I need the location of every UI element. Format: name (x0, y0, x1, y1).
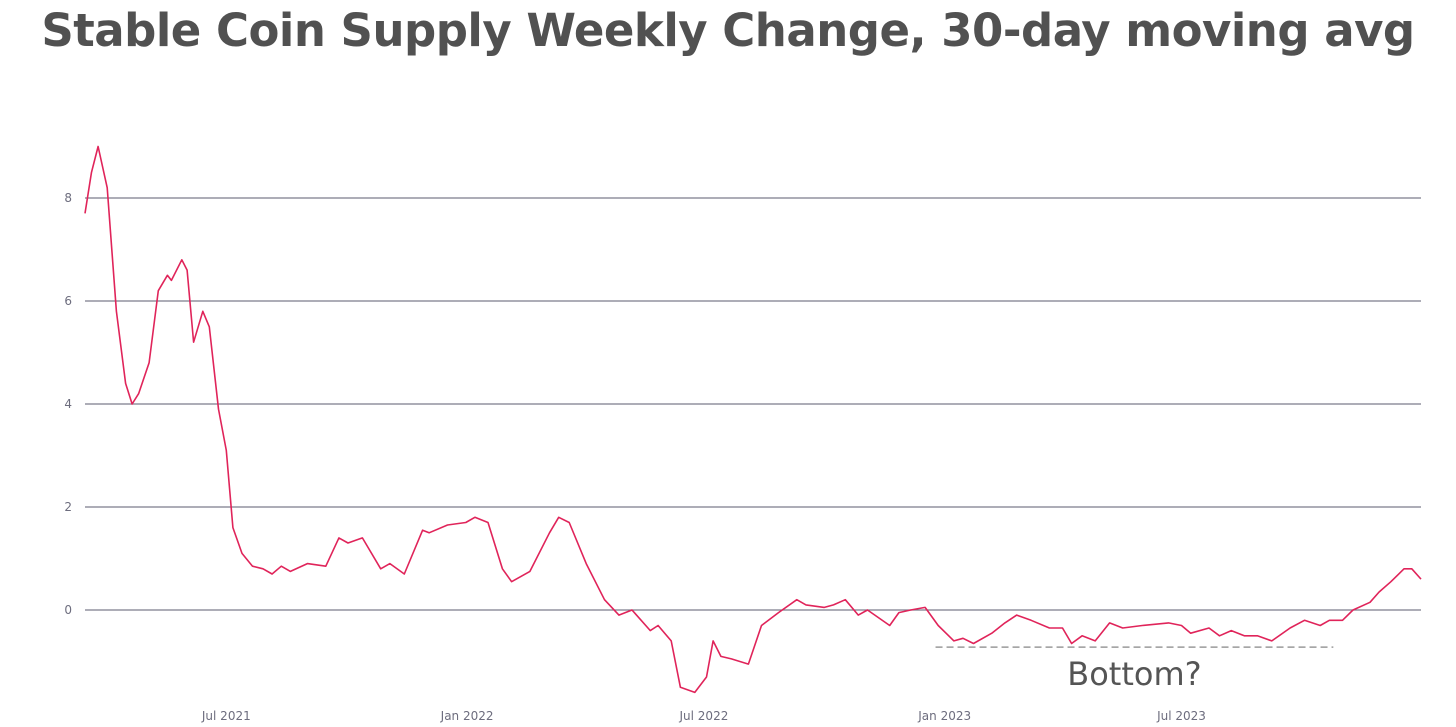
gridlines (85, 197, 1421, 611)
x-tick-label: Jul 2023 (1156, 709, 1206, 723)
x-tick-label: Jul 2021 (201, 709, 251, 723)
series-line (84, 145, 1422, 694)
y-tick-label: 8 (64, 191, 72, 205)
annotation-label: Bottom? (1067, 655, 1201, 693)
y-axis-ticks: 0 2 4 6 8 (64, 191, 72, 617)
x-tick-label: Jan 2023 (917, 709, 971, 723)
y-tick-label: 2 (64, 500, 72, 514)
x-tick-label: Jul 2022 (679, 709, 729, 723)
y-tick-label: 0 (64, 603, 72, 617)
x-axis-ticks: Jul 2021 Jan 2022 Jul 2022 Jan 2023 Jul 2023 (201, 709, 1206, 723)
x-tick-label: Jan 2022 (440, 709, 494, 723)
y-tick-label: 6 (64, 294, 72, 308)
y-tick-label: 4 (64, 397, 72, 411)
chart-title: Stable Coin Supply Weekly Change, 30-day… (41, 4, 1415, 57)
